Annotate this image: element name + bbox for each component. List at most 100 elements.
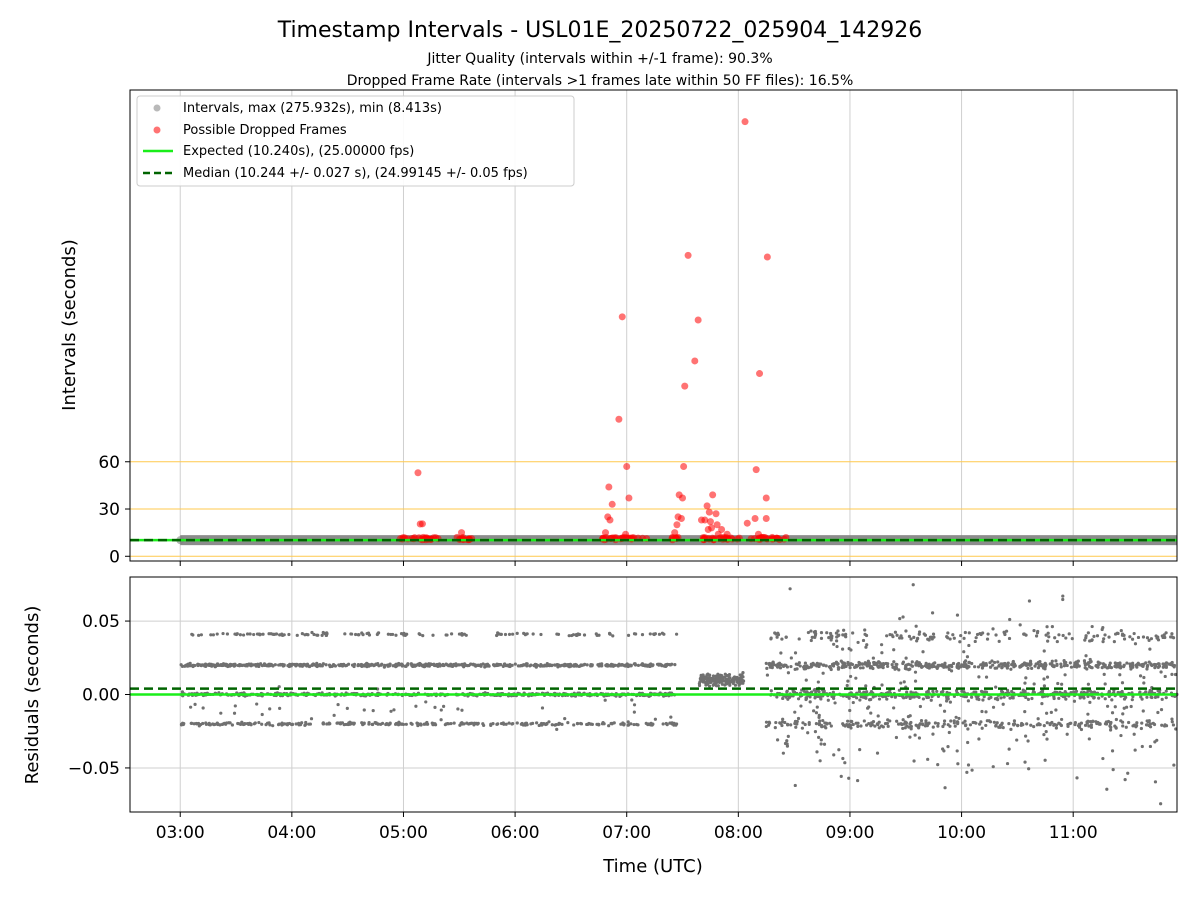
residual-point xyxy=(328,663,332,668)
residual-point xyxy=(1091,719,1095,723)
residual-point xyxy=(1088,720,1093,724)
residual-point xyxy=(209,633,213,637)
residual-point xyxy=(885,697,889,701)
residual-point xyxy=(336,702,340,707)
residual-point xyxy=(1023,760,1027,764)
residual-point xyxy=(965,770,969,774)
residual-point xyxy=(712,677,717,682)
residual-point xyxy=(1042,684,1047,688)
residual-point xyxy=(901,718,905,722)
residual-point xyxy=(924,721,928,725)
residual-point xyxy=(345,706,349,710)
residual-point xyxy=(219,711,223,715)
residual-point xyxy=(661,722,665,726)
residual-point xyxy=(557,721,561,725)
residual-point xyxy=(913,670,918,674)
residual-point xyxy=(1084,654,1088,658)
residual-point xyxy=(1121,712,1125,716)
dropped-frame-point xyxy=(756,370,764,378)
residual-point xyxy=(1079,727,1084,732)
residual-point xyxy=(204,664,208,668)
residual-point xyxy=(515,631,519,635)
residual-point xyxy=(871,656,875,660)
residual-point xyxy=(1012,722,1017,726)
residual-point xyxy=(548,663,552,667)
residual-point xyxy=(534,665,538,669)
residual-point xyxy=(1159,708,1164,712)
residual-point xyxy=(632,722,636,727)
residual-point xyxy=(815,661,819,665)
residual-point xyxy=(849,662,853,666)
residual-point xyxy=(864,684,868,688)
residual-point xyxy=(899,722,903,726)
residual-point xyxy=(392,708,396,712)
residual-point xyxy=(1122,663,1126,667)
residual-point xyxy=(994,633,998,637)
residual-point xyxy=(636,663,641,667)
residual-point xyxy=(1046,631,1050,635)
residual-point xyxy=(944,665,948,669)
residual-point xyxy=(431,633,435,637)
residual-point xyxy=(728,676,732,680)
residual-point xyxy=(1068,722,1072,726)
residual-point xyxy=(831,690,835,694)
residual-point xyxy=(826,698,830,702)
dropped-frame-point xyxy=(418,520,426,528)
residual-point xyxy=(988,661,992,665)
residual-point xyxy=(497,632,501,636)
legend-dropped-marker xyxy=(153,126,161,134)
intervals-ytick-label: 60 xyxy=(98,453,120,473)
residual-point xyxy=(367,633,372,637)
residual-point xyxy=(837,666,841,670)
residual-point xyxy=(998,723,1002,728)
residual-point xyxy=(962,636,966,640)
residual-point xyxy=(427,662,431,666)
residual-point xyxy=(1004,663,1008,668)
residual-point xyxy=(1160,723,1164,727)
residual-point xyxy=(829,724,833,728)
residual-point xyxy=(295,633,299,637)
residual-point xyxy=(835,662,840,667)
residual-point xyxy=(952,636,956,640)
residual-point xyxy=(572,723,576,727)
residual-point xyxy=(595,722,599,726)
residual-point xyxy=(945,699,949,703)
residual-point xyxy=(876,664,880,668)
residual-point xyxy=(819,723,824,727)
residual-point xyxy=(902,696,906,700)
residual-point xyxy=(260,722,264,726)
residual-point xyxy=(999,696,1003,700)
residual-point xyxy=(1153,664,1158,668)
residual-point xyxy=(977,675,981,679)
residual-point xyxy=(201,706,205,710)
residual-point xyxy=(633,662,637,666)
residual-point xyxy=(1067,632,1071,636)
residual-point xyxy=(529,722,533,726)
residual-point xyxy=(849,726,853,730)
residual-point xyxy=(260,712,264,717)
residual-point xyxy=(418,661,422,666)
residual-point xyxy=(1164,689,1168,693)
residual-point xyxy=(967,643,971,648)
residual-point xyxy=(535,721,539,725)
residual-point xyxy=(958,640,962,644)
residual-point xyxy=(216,662,220,666)
residual-point xyxy=(1073,664,1077,668)
residual-point xyxy=(1122,706,1126,710)
residual-point xyxy=(807,721,811,725)
residual-point xyxy=(924,719,928,723)
residuals-ytick-label: 0.00 xyxy=(82,686,120,706)
residual-point xyxy=(875,722,879,726)
residual-point xyxy=(481,662,485,666)
residual-point xyxy=(410,722,414,726)
residual-point xyxy=(433,705,437,709)
residual-point xyxy=(824,726,828,730)
residual-point xyxy=(1103,682,1107,686)
residual-point xyxy=(303,663,307,667)
residual-point xyxy=(575,722,580,726)
residual-point xyxy=(991,705,996,709)
residual-point xyxy=(1008,696,1012,700)
residual-point xyxy=(1086,682,1091,686)
residual-point xyxy=(784,635,788,639)
residual-point xyxy=(841,723,846,727)
